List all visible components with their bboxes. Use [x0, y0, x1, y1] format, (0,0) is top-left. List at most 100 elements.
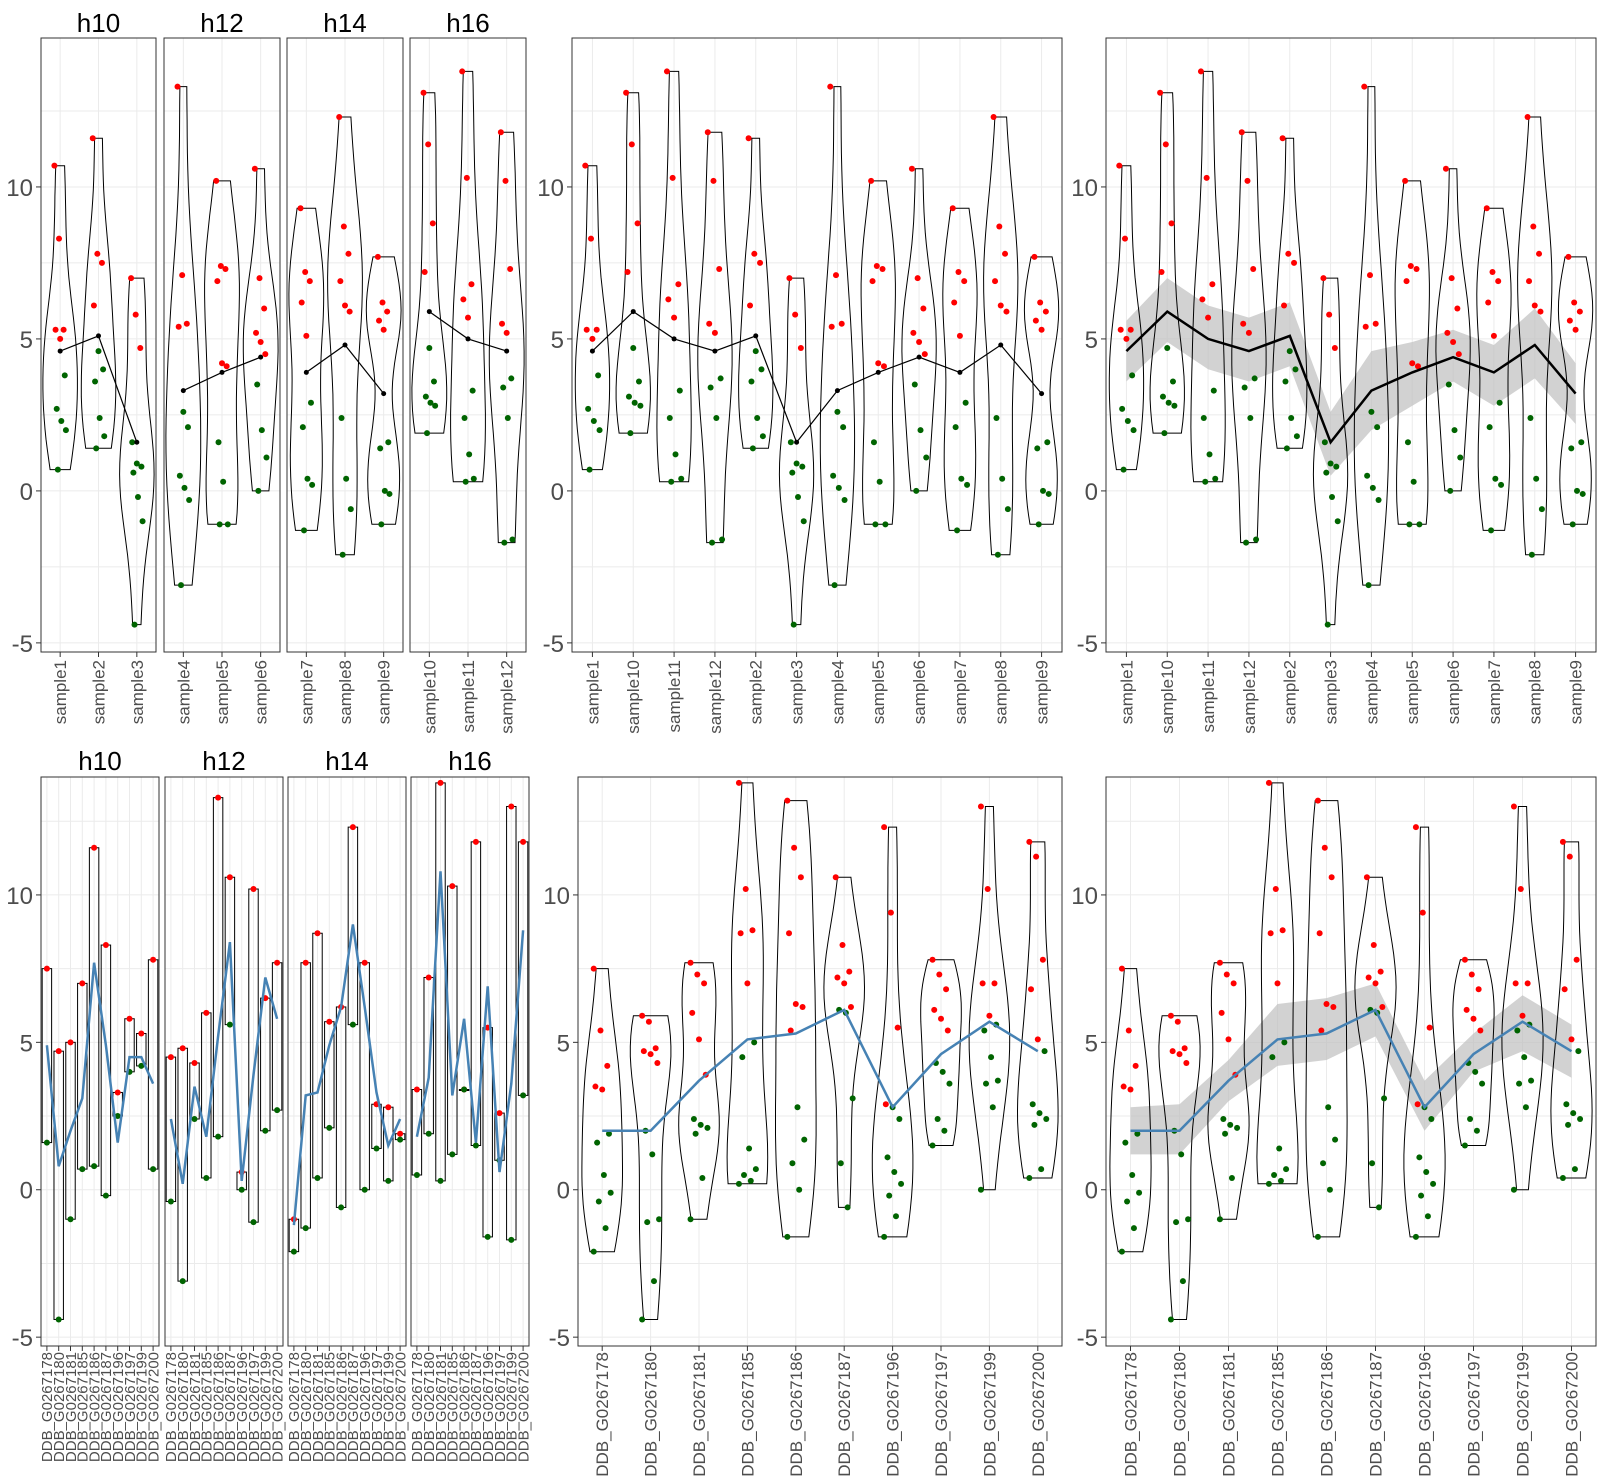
data-point	[1530, 223, 1537, 230]
data-point	[1283, 445, 1290, 452]
data-point	[1199, 296, 1206, 303]
data-point	[1409, 360, 1416, 367]
data-point	[996, 223, 1003, 230]
data-point	[1512, 980, 1519, 987]
data-point	[946, 1080, 953, 1087]
data-point	[1130, 1225, 1137, 1232]
summary-point	[303, 369, 309, 375]
data-point	[420, 89, 427, 96]
data-point	[956, 332, 963, 339]
data-point	[1288, 414, 1295, 421]
data-point	[139, 518, 146, 525]
data-point	[697, 1121, 704, 1128]
data-point	[1451, 427, 1458, 434]
data-point	[1577, 1115, 1584, 1122]
data-point	[943, 986, 950, 993]
summary-point	[258, 354, 264, 360]
data-point	[1461, 956, 1468, 963]
data-point	[1178, 1151, 1185, 1158]
data-point	[1281, 1039, 1288, 1046]
data-point	[222, 266, 229, 273]
data-point	[799, 463, 806, 470]
x-tick-label: sample3	[1322, 660, 1341, 724]
data-point	[89, 135, 96, 142]
y-tick-label: -5	[549, 1325, 570, 1352]
data-point	[1210, 387, 1217, 394]
data-point	[100, 366, 107, 373]
data-point	[634, 220, 641, 227]
data-point	[1118, 1248, 1125, 1255]
data-point	[832, 272, 839, 279]
data-point	[298, 299, 305, 306]
data-point	[1124, 417, 1131, 424]
data-point	[840, 424, 847, 431]
violin-shape	[920, 959, 962, 1146]
data-point	[1538, 506, 1545, 513]
data-point	[181, 484, 188, 491]
x-tick-label: DDB_G0267178	[39, 1352, 56, 1462]
data-point	[625, 393, 632, 400]
violin-shape	[1272, 137, 1308, 449]
data-point	[1468, 971, 1475, 978]
x-tick-label: DDB_G0267200	[1029, 1352, 1048, 1477]
data-point	[67, 1039, 74, 1046]
data-point	[849, 1095, 856, 1102]
summary-point	[180, 388, 186, 394]
data-point	[791, 844, 798, 851]
data-point	[1238, 129, 1245, 136]
data-point	[336, 114, 343, 121]
data-point	[1361, 83, 1368, 90]
data-point	[687, 1216, 694, 1223]
data-point	[1274, 980, 1281, 987]
data-point	[710, 177, 717, 184]
data-point	[1430, 1180, 1437, 1187]
y-tick-label: 0	[20, 479, 33, 506]
data-point	[62, 427, 69, 434]
data-point	[758, 366, 765, 373]
data-point	[337, 278, 344, 285]
facet-label: h12	[202, 746, 245, 776]
data-point	[1167, 1012, 1174, 1019]
y-tick-label: 5	[557, 1030, 570, 1057]
data-point	[215, 439, 222, 446]
data-point	[994, 551, 1001, 558]
data-point	[799, 1003, 806, 1010]
data-point	[784, 1233, 791, 1240]
data-point	[711, 329, 718, 336]
x-tick-label: DDB_G0267178	[1121, 1352, 1140, 1477]
data-point	[631, 399, 638, 406]
x-tick-label: sample5	[213, 660, 232, 724]
data-point	[1209, 281, 1216, 288]
data-point	[645, 1018, 652, 1025]
data-point	[676, 387, 683, 394]
data-point	[839, 942, 846, 949]
data-point	[749, 927, 756, 934]
summary-line	[292, 924, 402, 1226]
data-point	[1323, 1001, 1330, 1008]
data-point	[1003, 308, 1010, 315]
data-point	[468, 281, 475, 288]
data-point	[737, 930, 744, 937]
data-point	[1572, 326, 1579, 333]
data-point	[1245, 329, 1252, 336]
data-point	[752, 1166, 759, 1173]
facet-label: h12	[200, 8, 243, 38]
data-point	[472, 838, 479, 845]
x-tick-label: DDB_G0267187	[1366, 1352, 1385, 1477]
x-tick-label: DDB_G0267196	[357, 1352, 374, 1462]
data-point	[186, 497, 193, 504]
x-tick-label: sample1	[1117, 660, 1136, 724]
data-point	[669, 174, 676, 181]
data-point	[1450, 338, 1457, 345]
data-point	[1222, 1130, 1229, 1137]
x-tick-label: DDB_G0267199	[381, 1352, 398, 1462]
data-point	[1265, 1180, 1272, 1187]
data-point	[989, 1104, 996, 1111]
data-point	[303, 332, 310, 339]
x-tick-label: sample12	[498, 660, 517, 734]
data-point	[1369, 1160, 1376, 1167]
data-point	[921, 351, 928, 358]
panel-top-middle: -5 0 5 10 sample1 sample10 sample11 sample12 sam…	[537, 37, 1063, 734]
violin-shape	[678, 962, 720, 1220]
data-point	[640, 1048, 647, 1055]
